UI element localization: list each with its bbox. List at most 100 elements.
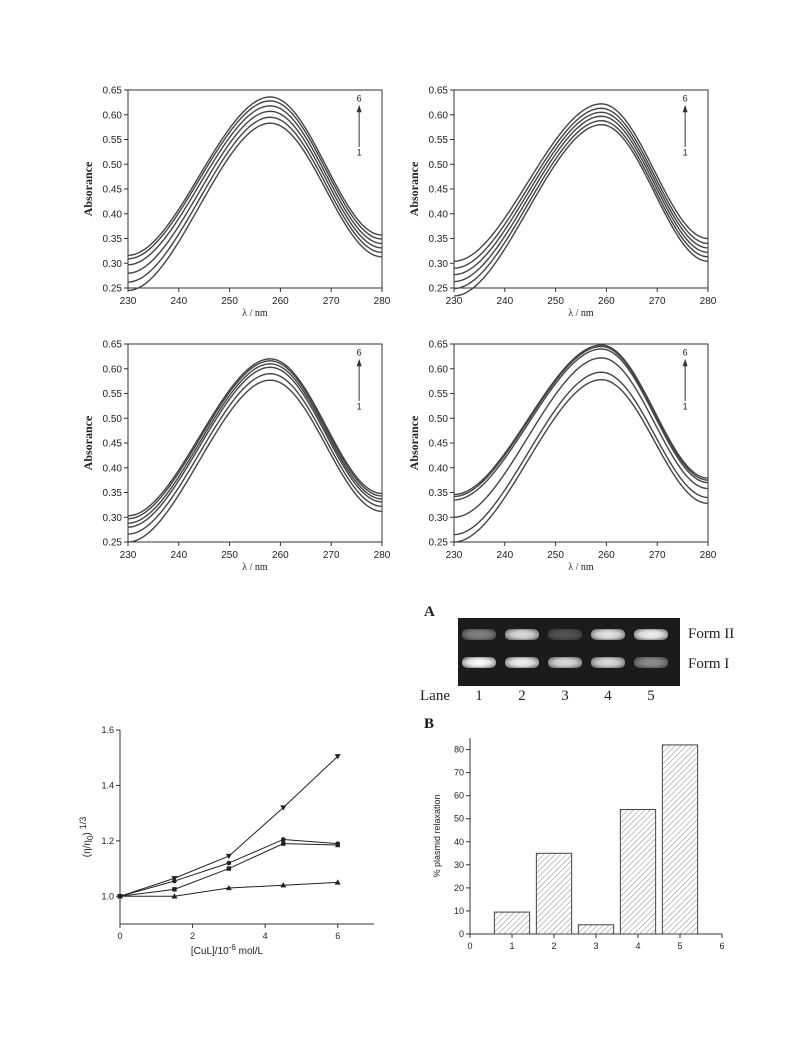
x-tick-label: 270 [323, 296, 340, 307]
data-point [281, 841, 286, 846]
data-point [226, 866, 232, 871]
spectrum-curve-6 [127, 358, 383, 517]
spectrum-curve-3 [453, 115, 709, 283]
spectrum-curve-5 [453, 345, 709, 498]
y-tick-label: 0.60 [103, 110, 123, 121]
x-axis-label: λ / nm [568, 308, 594, 319]
bar-lane-5 [661, 744, 699, 935]
y-tick-label: 0.50 [103, 160, 123, 171]
spectrum-curve-3 [127, 366, 383, 528]
y-tick-label: 1.6 [101, 725, 114, 735]
x-tick-label: 250 [547, 550, 564, 561]
data-point [117, 893, 123, 899]
y-tick-label: 0.65 [429, 86, 449, 97]
form-i-label: Form I [688, 656, 730, 672]
y-tick-label: 0.25 [103, 538, 123, 549]
gel-band [505, 629, 539, 640]
y-tick-label: 0.40 [429, 209, 449, 220]
spectrum-curve-4 [453, 348, 709, 501]
spectrum-curve-6 [127, 96, 383, 257]
y-tick-label: 10 [454, 906, 464, 916]
x-tick-label: 4 [635, 941, 640, 951]
gel-band [548, 629, 582, 640]
gel-band [634, 657, 668, 668]
spectrum-curve-1 [127, 122, 383, 292]
y-tick-label: 0.30 [103, 259, 123, 270]
form-ii-label: Form II [688, 626, 735, 642]
x-tick-label: 260 [272, 296, 289, 307]
y-tick-label: 50 [454, 814, 464, 824]
y-tick-label: 0.60 [429, 364, 449, 375]
data-point [172, 887, 177, 892]
x-tick-label: 230 [446, 296, 463, 307]
x-tick-label: 2 [190, 931, 195, 941]
uv-spectrum-svg-3: 230 240 250 260 270 280 0.25 0.30 0.35 0.40 0.45 0.… [81, 340, 391, 574]
gel-band [548, 657, 582, 668]
y-axis-label: (η/η0)1/3 [78, 817, 95, 858]
y-tick-label: 0.55 [103, 389, 123, 400]
y-tick-label: 0.60 [103, 364, 123, 375]
bar-lane-4 [619, 808, 657, 935]
plot-frame [127, 89, 383, 289]
y-tick-label: 1.2 [101, 836, 114, 846]
y-tick-label: 0.65 [103, 86, 123, 97]
y-axis-label: Absorance [407, 161, 421, 216]
y-tick-label: 1.4 [101, 780, 114, 790]
x-tick-label: 0 [117, 931, 122, 941]
x-axis-label: [CuL]/10-6 mol/L [191, 943, 264, 957]
data-point [335, 842, 340, 848]
spectrum-curve-6 [453, 344, 709, 496]
gel-band [591, 657, 625, 668]
data-point [171, 876, 178, 882]
y-axis-label: Absorance [81, 161, 95, 216]
spectrum-curve-5 [127, 360, 383, 520]
y-tick-label: 0.30 [429, 513, 449, 524]
x-tick-label: 5 [677, 941, 682, 951]
x-tick-label: 1 [509, 941, 514, 951]
panel-label-b: B [424, 716, 434, 732]
data-point [280, 882, 287, 888]
x-tick-label: 280 [374, 550, 391, 561]
y-tick-label: 0.40 [429, 463, 449, 474]
uv-spectrum-svg-1: 230 240 250 260 270 280 0.25 0.30 0.35 0.40 0.45 0.… [81, 86, 391, 320]
y-tick-label: 80 [454, 745, 464, 755]
x-tick-label: 6 [719, 941, 724, 951]
spectrum-curve-3 [453, 357, 709, 518]
arrow-head [682, 104, 688, 113]
bar-lane-3 [577, 924, 615, 935]
y-tick-label: 1.0 [101, 891, 114, 901]
x-tick-label: 0 [467, 941, 472, 951]
arrow-head [682, 358, 688, 367]
data-point [280, 837, 286, 842]
x-tick-label: 250 [221, 550, 238, 561]
y-tick-label: 0.30 [103, 513, 123, 524]
y-tick-label: 0.35 [429, 488, 449, 499]
data-point [171, 893, 178, 899]
x-tick-label: 250 [221, 296, 238, 307]
plot-frame [453, 89, 709, 289]
y-tick-label: 0.65 [429, 340, 449, 351]
y-tick-label: 0.40 [103, 463, 123, 474]
y-tick-label: 0.35 [103, 488, 123, 499]
arrow-top-label: 6 [683, 93, 688, 103]
y-tick-label: 0.45 [429, 185, 449, 196]
spectrum-curve-4 [127, 105, 383, 266]
uv-spectrum-chart-4: 230 240 250 260 270 280 0.25 0.30 0.35 0.40 0.45 0.… [407, 334, 717, 574]
plasmid-relaxation-chart: B 0 1 2 3 4 5 6 0 10 20 30 40 50 60 70 80% plasmid relax… [420, 712, 740, 966]
y-tick-label: 0.45 [103, 439, 123, 450]
arrow-head [356, 104, 362, 113]
lane-number: 2 [518, 688, 526, 704]
spectrum-curve-3 [127, 110, 383, 274]
x-tick-label: 260 [272, 550, 289, 561]
y-tick-label: 0.40 [103, 209, 123, 220]
y-tick-label: 40 [454, 837, 464, 847]
spectrum-curve-2 [453, 371, 709, 536]
y-tick-label: 0.55 [429, 135, 449, 146]
x-tick-label: 6 [335, 931, 340, 941]
spectrum-curve-4 [127, 363, 383, 524]
spectrum-curve-1 [453, 123, 709, 297]
y-tick-label: 20 [454, 883, 464, 893]
data-point [226, 860, 232, 866]
data-point [334, 879, 341, 885]
arrow-top-label: 6 [683, 347, 688, 357]
